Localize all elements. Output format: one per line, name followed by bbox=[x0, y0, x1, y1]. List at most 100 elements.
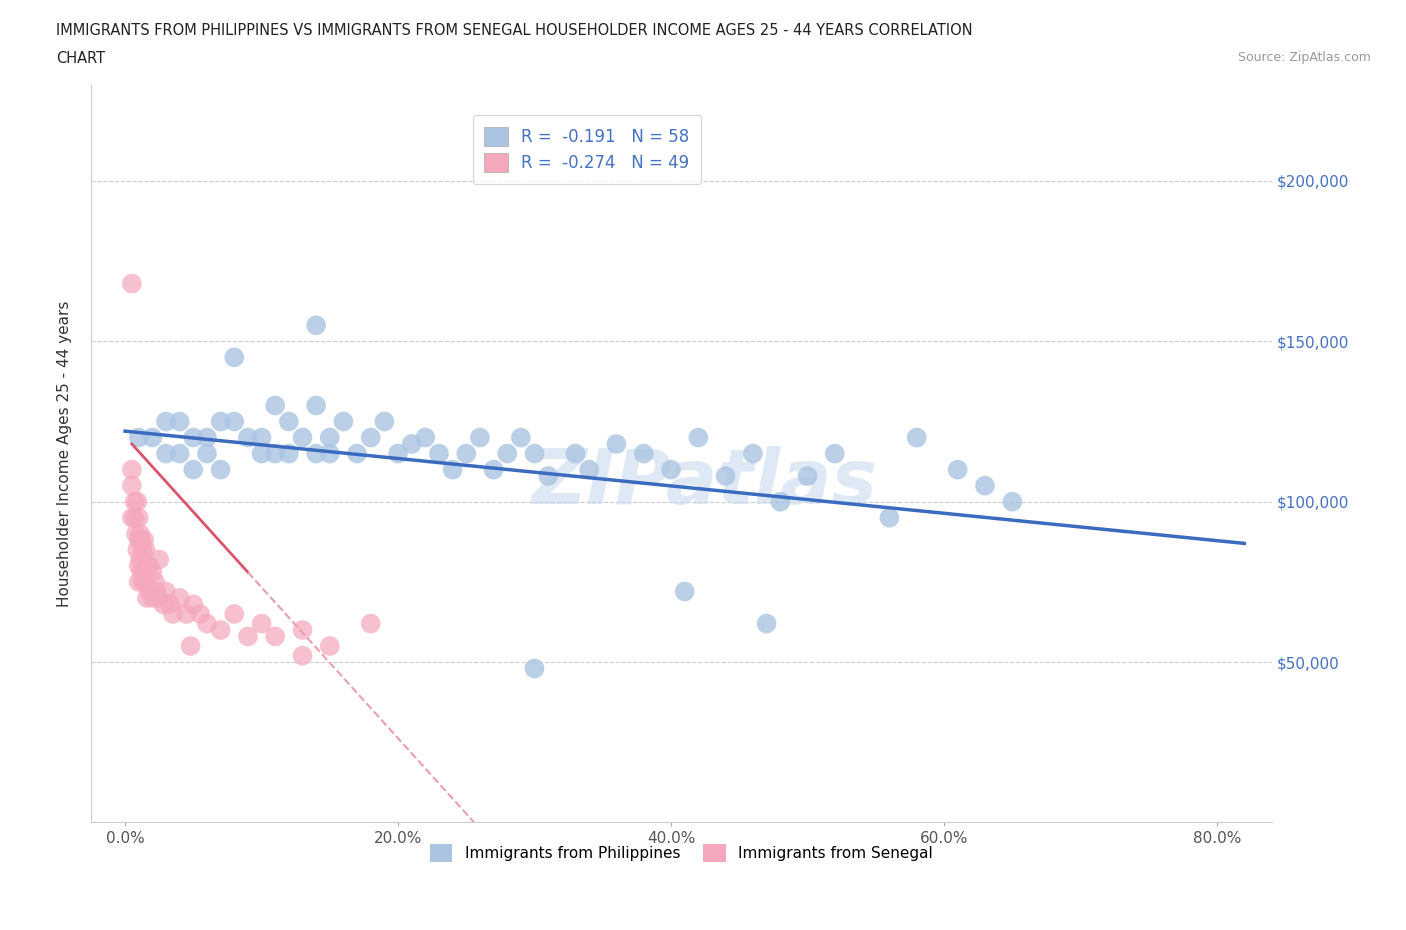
Point bbox=[159, 597, 181, 612]
Point bbox=[319, 446, 342, 461]
Point bbox=[148, 591, 170, 605]
Point bbox=[224, 350, 246, 365]
Point bbox=[131, 565, 153, 579]
Point bbox=[688, 430, 710, 445]
Point bbox=[974, 478, 997, 493]
Point bbox=[148, 552, 170, 567]
Point bbox=[169, 446, 191, 461]
Point bbox=[124, 511, 146, 525]
Point bbox=[135, 591, 157, 605]
Legend: Immigrants from Philippines, Immigrants from Senegal: Immigrants from Philippines, Immigrants … bbox=[422, 836, 941, 870]
Point bbox=[523, 446, 546, 461]
Point bbox=[135, 558, 157, 573]
Point bbox=[415, 430, 437, 445]
Point bbox=[152, 597, 174, 612]
Point bbox=[633, 446, 655, 461]
Point bbox=[360, 430, 382, 445]
Point bbox=[134, 565, 156, 579]
Point bbox=[387, 446, 409, 461]
Point bbox=[224, 606, 246, 621]
Point bbox=[125, 526, 148, 541]
Point bbox=[176, 606, 198, 621]
Point bbox=[135, 542, 157, 557]
Point bbox=[181, 430, 204, 445]
Point bbox=[250, 430, 273, 445]
Point bbox=[121, 276, 143, 291]
Point bbox=[305, 446, 328, 461]
Point bbox=[181, 597, 204, 612]
Point bbox=[155, 584, 177, 599]
Point bbox=[441, 462, 464, 477]
Point bbox=[250, 446, 273, 461]
Point bbox=[456, 446, 478, 461]
Point bbox=[659, 462, 682, 477]
Point bbox=[824, 446, 846, 461]
Point bbox=[755, 617, 778, 631]
Point bbox=[121, 478, 143, 493]
Point bbox=[188, 606, 211, 621]
Point bbox=[742, 446, 765, 461]
Point bbox=[128, 511, 150, 525]
Point bbox=[209, 462, 232, 477]
Point bbox=[128, 430, 150, 445]
Point bbox=[145, 584, 167, 599]
Point bbox=[124, 494, 146, 509]
Point bbox=[127, 494, 149, 509]
Point bbox=[128, 558, 150, 573]
Y-axis label: Householder Income Ages 25 - 44 years: Householder Income Ages 25 - 44 years bbox=[58, 300, 72, 606]
Point bbox=[132, 542, 155, 557]
Point bbox=[134, 533, 156, 548]
Point bbox=[796, 469, 818, 484]
Point bbox=[135, 575, 157, 590]
Text: CHART: CHART bbox=[56, 51, 105, 66]
Point bbox=[564, 446, 586, 461]
Point bbox=[879, 511, 901, 525]
Point bbox=[169, 414, 191, 429]
Point bbox=[209, 414, 232, 429]
Point bbox=[250, 617, 273, 631]
Point bbox=[537, 469, 560, 484]
Point bbox=[131, 533, 153, 548]
Point bbox=[305, 318, 328, 333]
Point bbox=[373, 414, 395, 429]
Point bbox=[496, 446, 519, 461]
Point bbox=[427, 446, 450, 461]
Point bbox=[319, 639, 342, 654]
Text: IMMIGRANTS FROM PHILIPPINES VS IMMIGRANTS FROM SENEGAL HOUSEHOLDER INCOME AGES 2: IMMIGRANTS FROM PHILIPPINES VS IMMIGRANT… bbox=[56, 23, 973, 38]
Point bbox=[360, 617, 382, 631]
Point bbox=[578, 462, 600, 477]
Point bbox=[264, 446, 287, 461]
Point bbox=[291, 648, 314, 663]
Point bbox=[236, 629, 259, 644]
Point bbox=[138, 584, 160, 599]
Point bbox=[155, 446, 177, 461]
Point bbox=[138, 558, 160, 573]
Point bbox=[141, 591, 163, 605]
Point bbox=[121, 462, 143, 477]
Point bbox=[143, 575, 166, 590]
Point bbox=[482, 462, 505, 477]
Point bbox=[121, 511, 143, 525]
Point bbox=[769, 494, 792, 509]
Point bbox=[141, 430, 163, 445]
Point bbox=[305, 398, 328, 413]
Text: ZIPatlas: ZIPatlas bbox=[531, 446, 877, 520]
Point bbox=[180, 639, 202, 654]
Point bbox=[209, 622, 232, 637]
Point bbox=[1001, 494, 1024, 509]
Point bbox=[523, 661, 546, 676]
Point bbox=[128, 575, 150, 590]
Text: Source: ZipAtlas.com: Source: ZipAtlas.com bbox=[1237, 51, 1371, 64]
Point bbox=[277, 446, 299, 461]
Point bbox=[195, 430, 218, 445]
Point bbox=[346, 446, 368, 461]
Point bbox=[264, 629, 287, 644]
Point bbox=[905, 430, 928, 445]
Point bbox=[946, 462, 969, 477]
Point bbox=[277, 414, 299, 429]
Point bbox=[162, 606, 184, 621]
Point bbox=[291, 430, 314, 445]
Point bbox=[509, 430, 531, 445]
Point bbox=[401, 436, 423, 451]
Point bbox=[605, 436, 627, 451]
